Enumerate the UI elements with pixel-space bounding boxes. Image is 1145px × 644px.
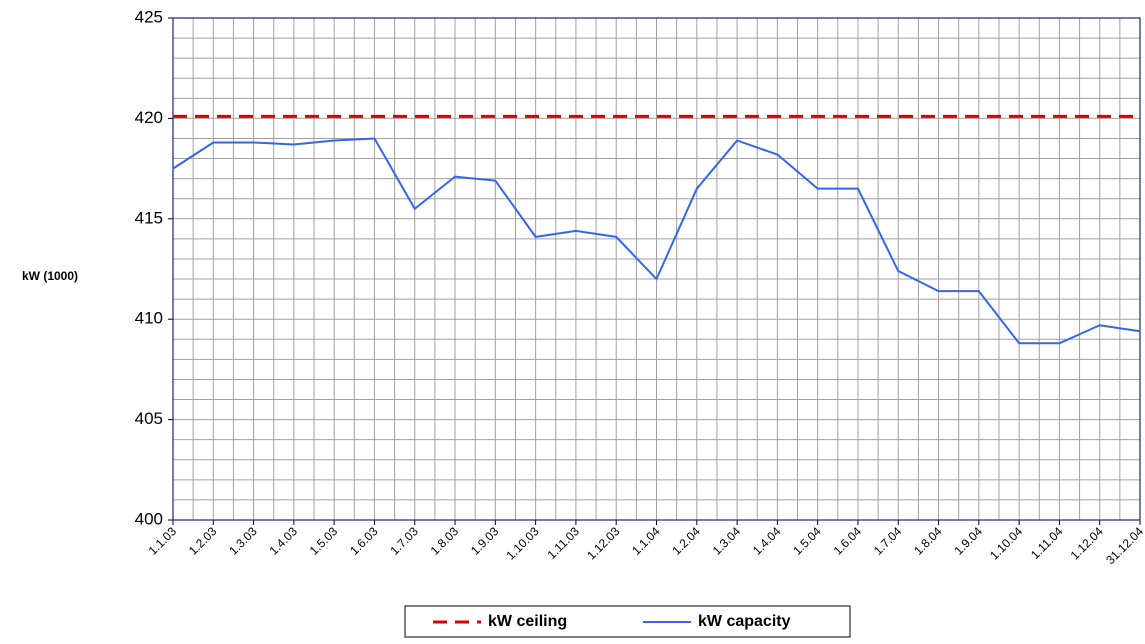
x-tick-label: 1.6.03 xyxy=(347,524,381,558)
x-tick-label: 1.8.03 xyxy=(428,524,462,558)
x-tick-label: 31.12.04 xyxy=(1103,524,1145,567)
y-axis-label: kW (1000) xyxy=(22,269,78,283)
x-tick-label: 1.5.04 xyxy=(790,524,824,558)
x-tick-label: 1.12.04 xyxy=(1068,524,1106,562)
x-tick-label: 1.3.03 xyxy=(226,524,260,558)
y-tick-label: 410 xyxy=(135,309,163,328)
y-tick-label: 400 xyxy=(135,509,163,528)
x-tick-label: 1.1.03 xyxy=(146,524,180,558)
x-tick-label: 1.4.04 xyxy=(750,524,784,558)
plot-frame xyxy=(172,17,1141,521)
legend-label: kW ceiling xyxy=(488,613,567,630)
x-tick-label: 1.2.03 xyxy=(186,524,220,558)
y-tick-label: 425 xyxy=(135,7,163,26)
x-tick-label: 1.4.03 xyxy=(266,524,300,558)
legend: kW ceiling kW capacity xyxy=(404,605,851,638)
y-tick-label: 415 xyxy=(135,208,163,227)
x-tick-label: 1.9.03 xyxy=(468,524,502,558)
x-tick-label: 1.5.03 xyxy=(307,524,341,558)
x-tick-label: 1.2.04 xyxy=(669,524,703,558)
series-line xyxy=(172,137,1141,345)
x-tick-label: 1.11.04 xyxy=(1028,524,1066,562)
x-tick-label: 1.11.03 xyxy=(544,524,582,562)
y-tick-label: 420 xyxy=(135,108,163,127)
legend-label: kW capacity xyxy=(698,613,791,630)
x-tick-label: 1.7.03 xyxy=(387,524,421,558)
x-tick-label: 1.12.03 xyxy=(584,524,622,562)
x-tick-label: 1.10.03 xyxy=(504,524,542,562)
x-tick-label: 1.6.04 xyxy=(831,524,865,558)
x-tick-label: 1.9.04 xyxy=(951,524,985,558)
y-tick-label: 405 xyxy=(135,409,163,428)
x-tick-label: 1.7.04 xyxy=(871,524,905,558)
x-tick-label: 1.1.04 xyxy=(629,524,663,558)
x-tick-label: 1.3.04 xyxy=(710,524,744,558)
x-tick-label: 1.10.04 xyxy=(987,524,1025,562)
x-tick-label: 1.8.04 xyxy=(911,524,945,558)
